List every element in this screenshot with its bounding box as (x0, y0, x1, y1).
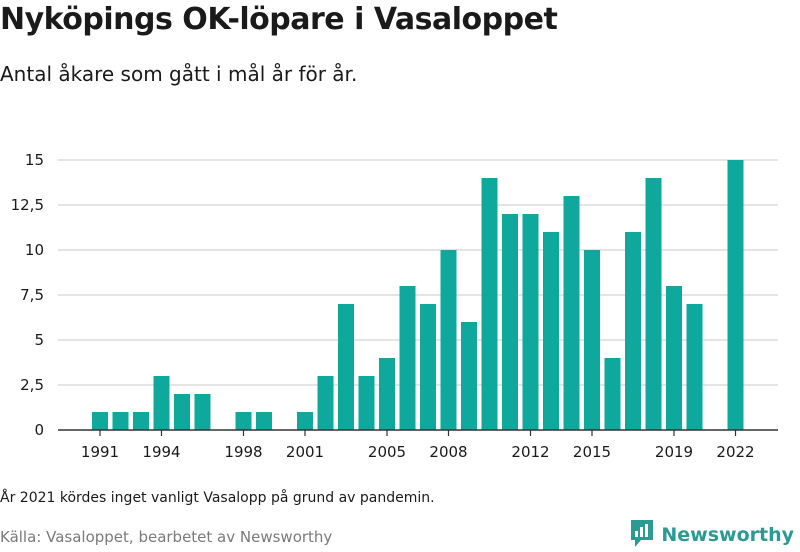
bar-2005 (379, 358, 395, 430)
x-tick-label: 1994 (142, 443, 180, 461)
x-tick-label: 2022 (716, 443, 754, 461)
y-tick-label: 15 (25, 151, 44, 169)
x-tick-label: 2015 (573, 443, 611, 461)
bar-2002 (317, 376, 334, 430)
brand-name: Newsworthy (661, 524, 794, 546)
bar-1998 (235, 412, 252, 430)
bar-2020 (686, 304, 703, 430)
y-tick-label: 12,5 (11, 196, 44, 214)
x-tick-label: 2005 (368, 443, 406, 461)
bar-2001 (297, 412, 313, 430)
bar-2022 (727, 160, 744, 430)
x-tick-label: 1991 (81, 443, 119, 461)
bar-1992 (112, 412, 129, 430)
y-tick-label: 0 (34, 421, 44, 439)
bar-2010 (481, 178, 498, 430)
bar-chart: 0 2,5 5 7,5 10 12,5 15 1991 1994 1998 2001 2005 2008… (11, 151, 778, 461)
bar-1995 (174, 394, 190, 430)
bar-2016 (604, 358, 621, 430)
bar-1993 (133, 412, 149, 430)
footnote: År 2021 kördes inget vanligt Vasalopp på… (0, 490, 435, 506)
bar-2009 (461, 322, 477, 430)
chart-subtitle: Antal åkare som gått i mål år för år. (0, 62, 358, 86)
bar-1991 (92, 412, 108, 430)
x-tick-label: 2019 (655, 443, 693, 461)
bar-1994 (153, 376, 170, 430)
y-tick-label: 2,5 (20, 376, 44, 394)
x-tick-label: 1998 (224, 443, 262, 461)
bar-2019 (666, 286, 682, 430)
bar-2015 (584, 250, 600, 430)
bar-2006 (399, 286, 416, 430)
source-credit: Källa: Vasaloppet, bearbetet av Newswort… (0, 528, 333, 546)
bar-2007 (420, 304, 436, 430)
bar-2014 (563, 196, 580, 430)
x-tick-label: 2001 (286, 443, 324, 461)
y-tick-label: 5 (34, 331, 44, 349)
bar-2011 (502, 214, 518, 430)
bar-2013 (543, 232, 559, 430)
bar-2012 (522, 214, 539, 430)
bar-1999 (256, 412, 272, 430)
y-tick-label: 7,5 (20, 286, 44, 304)
y-tick-label: 10 (25, 241, 44, 259)
x-tick-label: 2008 (429, 443, 467, 461)
bar-1996 (194, 394, 211, 430)
bar-2003 (338, 304, 354, 430)
bar-2018 (645, 178, 662, 430)
newsworthy-logo-icon (629, 518, 655, 552)
bar-2017 (625, 232, 641, 430)
bar-2004 (358, 376, 375, 430)
bar-2008 (440, 250, 457, 430)
brand-logo[interactable]: Newsworthy (629, 520, 794, 550)
x-tick-label: 2012 (511, 443, 549, 461)
chart-title: Nyköpings OK-löpare i Vasaloppet (0, 2, 558, 37)
